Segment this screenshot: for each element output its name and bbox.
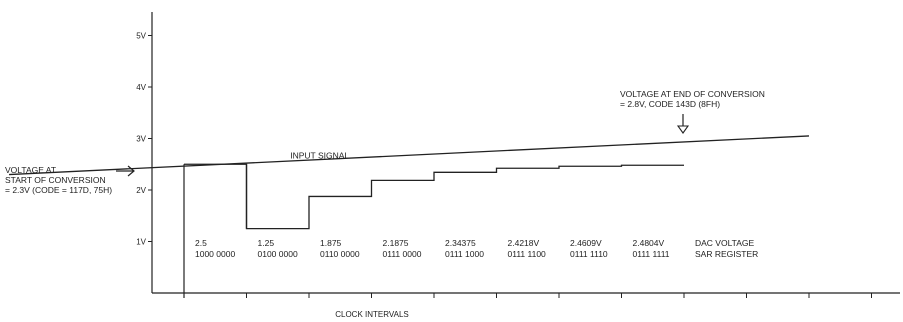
step-sar-code: 1000 0000 [195,249,235,259]
input-signal-line [8,135,810,176]
start-annotation-line-1: VOLTAGE AT [5,165,56,175]
step-sar-code: 0111 1110 [570,249,608,259]
end-annotation-line-1: VOLTAGE AT END OF CONVERSION [620,89,765,99]
x-axis-ticks [183,293,872,298]
y-tick-label: 5V [136,32,146,41]
y-axis-ticks: 1V 2V 3V 4V 5V [136,32,152,247]
step-dac-value: 2.4804V [633,238,665,248]
step-sar-code: 0111 1100 [508,249,547,259]
step-dac-value: 2.34375 [445,238,476,248]
end-of-conversion-annotation: VOLTAGE AT END OF CONVERSION = 2.8V, COD… [620,89,765,134]
step-sar-code: 0111 1000 [445,249,484,259]
step-dac-value: 2.1875 [383,238,409,248]
end-arrow-icon [676,114,690,134]
step-sar-code: 0111 1111 [633,249,670,259]
step-dac-value: 2.5 [195,238,207,248]
input-signal-label: INPUT SIGNAL [290,151,349,161]
dac-voltage-row-label: DAC VOLTAGE [695,238,755,248]
y-tick-label: 2V [136,186,146,195]
start-of-conversion-annotation: VOLTAGE AT START OF CONVERSION = 2.3V (C… [5,165,135,195]
step-dac-value: 2.4609V [570,238,602,248]
sar-register-row-label: SAR REGISTER [695,249,758,259]
y-tick-label: 3V [136,135,146,144]
step-sar-code: 0110 0000 [320,249,360,259]
y-tick-label: 1V [136,238,146,247]
start-annotation-line-3: = 2.3V (CODE = 117D, 75H) [5,185,112,195]
step-sar-code: 0111 0000 [383,249,422,259]
step-dac-value: 1.875 [320,238,342,248]
start-annotation-line-2: START OF CONVERSION [5,175,106,185]
end-annotation-line-2: = 2.8V, CODE 143D (8FH) [620,99,720,109]
dac-voltage-step-line [184,163,684,230]
y-tick-label: 4V [136,83,146,92]
step-dac-value: 1.25 [258,238,275,248]
step-dac-value: 2.4218V [508,238,540,248]
step-sar-code: 0100 0000 [258,249,298,259]
x-axis-title: CLOCK INTERVALS [335,310,409,319]
start-arrow-icon [116,165,135,177]
